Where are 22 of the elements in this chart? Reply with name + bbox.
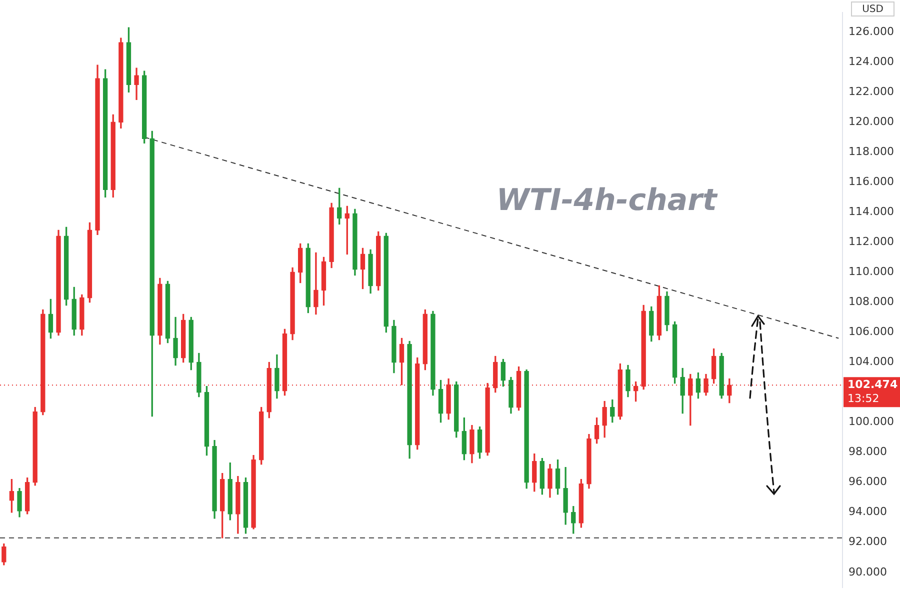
y-tick-label: 112.000 bbox=[848, 235, 894, 248]
ref-line-label: 102.474 bbox=[848, 378, 898, 392]
y-tick-label: 126.000 bbox=[848, 24, 894, 38]
y-tick-label: 92.000 bbox=[848, 535, 888, 548]
y-tick-label: 90.000 bbox=[848, 565, 888, 578]
y-tick-label: 94.000 bbox=[848, 505, 888, 518]
y-tick-label: 120.000 bbox=[848, 115, 894, 128]
y-tick-label: 118.000 bbox=[848, 145, 894, 158]
y-tick-label: 100.000 bbox=[848, 415, 894, 428]
y-tick-label: 96.000 bbox=[848, 475, 888, 488]
y-tick-label: 110.000 bbox=[848, 265, 894, 278]
y-tick-label: 104.000 bbox=[848, 355, 894, 368]
y-tick-label: 124.000 bbox=[848, 54, 894, 68]
y-tick-label: 106.000 bbox=[848, 325, 894, 338]
y-tick-label: 116.000 bbox=[848, 175, 894, 188]
y-axis-title: USD bbox=[862, 4, 884, 16]
text: 13:52 bbox=[848, 392, 880, 406]
y-tick-label: 98.000 bbox=[848, 445, 888, 458]
y-tick-label: 108.000 bbox=[848, 295, 894, 308]
text: WTI-4h-chart bbox=[496, 183, 718, 218]
y-tick-label: 114.000 bbox=[848, 205, 894, 218]
y-tick-label: 122.000 bbox=[848, 85, 894, 98]
